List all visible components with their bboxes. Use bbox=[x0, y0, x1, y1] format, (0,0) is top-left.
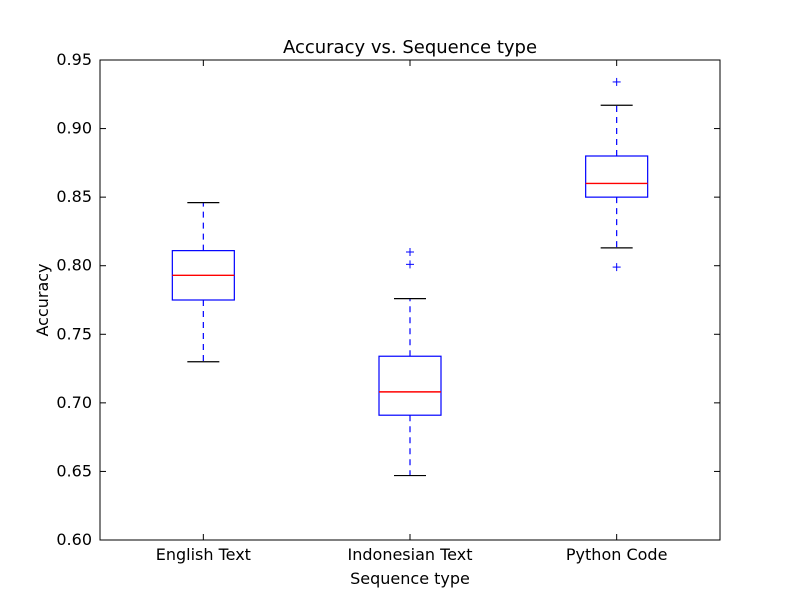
iqr-box bbox=[378, 355, 442, 416]
plot-area bbox=[171, 77, 649, 477]
outlier-marker bbox=[612, 77, 621, 86]
y-tick-label: 0.65 bbox=[56, 461, 92, 480]
y-axis-label: Accuracy bbox=[33, 263, 52, 336]
iqr-box bbox=[585, 155, 649, 198]
x-tick-label: Indonesian Text bbox=[348, 545, 473, 564]
outlier-marker bbox=[406, 248, 414, 256]
y-tick-label: 0.80 bbox=[56, 256, 92, 275]
y-tick-label: 0.75 bbox=[56, 324, 92, 343]
box-group-3 bbox=[585, 77, 649, 272]
x-tick-label: English Text bbox=[156, 545, 251, 564]
chart-title: Accuracy vs. Sequence type bbox=[283, 37, 537, 58]
outlier-marker bbox=[612, 263, 621, 272]
box-group-2 bbox=[378, 248, 442, 477]
axes-layer: 0.60 0.65 0.70 0.75 0.80 0.85 0.90 0.95 English … bbox=[56, 50, 721, 564]
y-tick-label: 0.90 bbox=[56, 119, 92, 138]
x-tick-label: Python Code bbox=[566, 545, 668, 564]
outlier-marker bbox=[406, 260, 414, 269]
y-tick-label: 0.95 bbox=[56, 50, 92, 69]
box-group-1 bbox=[171, 202, 235, 363]
x-axis-label: Sequence type bbox=[350, 569, 470, 588]
y-tick-label: 0.85 bbox=[56, 187, 92, 206]
y-tick-label: 0.70 bbox=[56, 393, 92, 412]
y-tick-label: 0.60 bbox=[56, 530, 92, 549]
